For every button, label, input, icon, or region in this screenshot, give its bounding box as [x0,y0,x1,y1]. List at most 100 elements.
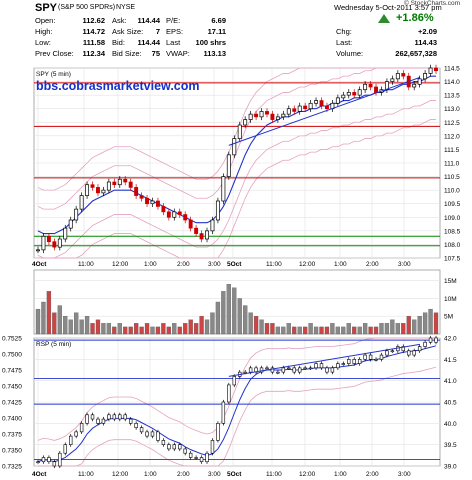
rsp-bar [319,363,324,369]
rsp-bar [74,431,78,437]
price-candle [96,187,100,194]
volume-bar [150,326,155,335]
volume-bar [297,326,302,335]
volume-bar [226,284,231,335]
volume-bar [63,316,68,335]
price-candle [286,108,291,115]
volume-bar [84,316,90,335]
price-x-tick-label: 2:00 [177,261,190,268]
volume-bar [188,319,193,335]
price-tick-label: 111.0 [444,161,460,168]
price-band-outer-lower [38,119,436,259]
price-tick-label: 110.5 [444,174,460,181]
volume-bar [286,323,291,335]
quote-value: 112.62 [82,16,105,25]
price-candle [145,197,149,205]
price-candle [335,97,340,104]
price-x-tick-label: 3:00 [398,261,411,268]
rsp-bar [248,367,253,373]
rsp-bar [41,457,46,463]
rsp-left-tick-label: 0.7400 [2,416,22,423]
volume-bar [412,319,417,335]
price-candle [128,181,133,188]
rsp-bar [412,350,416,356]
volume-bar [199,316,204,335]
price-candle [85,184,90,196]
volume-bar [379,323,384,335]
volume-bar [390,319,395,335]
price-candle [177,211,182,215]
volume-bar [237,298,242,335]
volume-bar [46,291,52,335]
rsp-bar [150,431,155,437]
price-candle [384,81,389,91]
quote-value: 75 [151,49,160,58]
price-band-upper [37,67,436,210]
rsp-bar [58,452,62,467]
rsp-bar [385,350,389,356]
volume-bar [395,323,400,335]
rsp-panel-title: RSP (5 min) [36,341,71,348]
price-candle [368,83,373,88]
rsp-bar [336,363,340,369]
volume-bar [57,305,62,335]
rsp-bar [178,444,182,450]
price-candle [297,105,302,112]
price-candle [68,219,73,229]
price-candle [155,200,160,207]
price-candle [281,113,286,118]
volume-bar [292,326,297,335]
rsp-bar [374,359,378,361]
price-candle [112,181,117,186]
volume-bar [341,326,346,335]
rsp-band-lower [38,366,437,467]
price-x-tick-label: 12:00 [299,261,316,268]
rsp-right-tick-label: 41.5 [444,357,457,364]
price-candle [275,116,280,120]
volume-bar [253,316,259,335]
price-candle [90,184,95,188]
volume-bar [112,326,117,335]
quote-label: Low: [35,38,51,47]
rsp-bar [101,418,106,424]
volume-bar [139,326,144,335]
volume-bar [248,312,253,335]
symbol-description: (S&P 500 SPDRs) [58,4,116,11]
rsp-bar [368,354,373,360]
volume-bar [177,326,182,335]
price-candle [36,249,40,252]
volume-bar [106,323,112,335]
volume-tick-label: 5M [444,314,453,321]
price-candle [139,195,144,199]
volume-bar [193,323,199,335]
rsp-bar [297,367,302,373]
price-tick-label: 111.5 [444,147,460,154]
rsp-bar [112,414,117,420]
price-x-tick-label: 1:00 [144,261,157,268]
rsp-bar [325,367,329,373]
volume-bar [215,301,221,335]
rsp-bar [265,367,269,370]
symbol: SPY [35,2,58,14]
price-candle [117,178,122,186]
quote-value: 112.34 [82,49,105,58]
rsp-bar [199,457,204,463]
rsp-bar [434,337,438,343]
volume-bar [232,287,237,335]
volume-bar [401,323,406,335]
up-arrow-icon [378,14,390,23]
rsp-left-tick-label: 0.7325 [2,464,22,471]
rsp-bar [341,363,346,365]
price-candle [134,187,139,196]
price-candle [259,111,264,118]
price-tick-label: 113.0 [444,106,460,113]
volume-bar [259,319,264,335]
volume-bar [352,326,357,335]
quote-date: Wednesday 5-Oct-2011 3:57 pm [334,3,442,12]
rsp-left-tick-label: 0.7375 [2,432,22,439]
rsp-bar [314,363,318,369]
volume-bar [433,312,439,335]
volume-bar [68,319,73,335]
volume-bar [161,323,166,335]
